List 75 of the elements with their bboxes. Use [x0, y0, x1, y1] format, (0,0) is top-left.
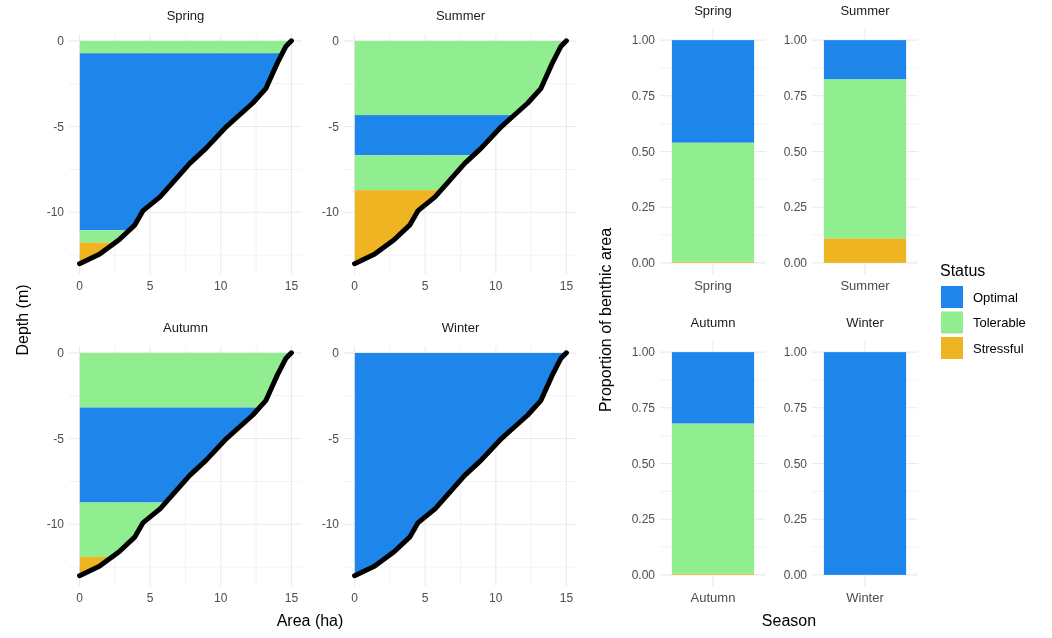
y-axis-title: Proportion of benthic area	[597, 227, 614, 413]
x-tick-label: 5	[421, 279, 429, 293]
y-tick-label: -10	[46, 517, 65, 532]
y-axis-title: Depth (m)	[14, 284, 31, 356]
bar	[823, 238, 907, 263]
y-tick-label: 0.25	[783, 512, 808, 527]
chart-title: Autumn	[690, 315, 736, 330]
y-tick-label: 0.75	[783, 401, 808, 416]
bar	[823, 40, 907, 80]
y-tick-label: 0.00	[631, 256, 656, 271]
legend-label: Tolerable	[973, 315, 1026, 331]
y-tick-label: 0	[332, 34, 340, 49]
y-tick-label: 1.00	[631, 33, 656, 48]
legend-label: Optimal	[973, 289, 1018, 305]
y-tick-label: 1.00	[631, 345, 656, 360]
y-tick-label: 1.00	[783, 345, 808, 360]
chart-title: Winter	[441, 320, 480, 335]
y-tick-label: -10	[321, 205, 340, 220]
y-tick-label: 0.50	[631, 456, 656, 471]
chart-title: Summer	[435, 8, 486, 23]
y-tick-label: -10	[46, 205, 65, 220]
x-tick-label: 10	[489, 591, 503, 605]
x-tick-label: 15	[284, 279, 299, 293]
chart-title: Spring	[694, 3, 732, 18]
x-tick-label: 5	[146, 279, 154, 293]
chart-title: Winter	[846, 315, 885, 330]
y-tick-label: 0.75	[631, 89, 656, 104]
y-tick-label: 0.75	[783, 89, 808, 104]
y-tick-label: 0	[332, 346, 340, 361]
bar	[671, 142, 755, 262]
chart-title: Summer	[840, 3, 891, 18]
x-tick-label: 10	[214, 279, 228, 293]
x-tick-label: 5	[146, 591, 154, 605]
bar	[671, 40, 755, 143]
y-tick-label: 0	[57, 34, 65, 49]
x-tick-label: 0	[76, 279, 84, 293]
x-tick-label: 5	[421, 591, 429, 605]
chart-title: Autumn	[163, 320, 208, 335]
x-tick-label: 15	[559, 279, 574, 293]
x-tick-label: 10	[489, 279, 503, 293]
y-tick-label: 0.25	[631, 512, 656, 527]
chart-title: Spring	[166, 8, 205, 23]
bar	[671, 423, 755, 574]
legend-title: Status	[940, 262, 986, 279]
x-tick-label: 0	[76, 591, 84, 605]
x-tick-label: 0	[351, 591, 359, 605]
x-axis-title: Area (ha)	[276, 612, 344, 629]
y-tick-label: 0.50	[783, 144, 808, 159]
x-tick-label: Summer	[840, 278, 891, 293]
y-tick-label: -5	[328, 119, 340, 134]
x-axis-title: Season	[761, 612, 817, 629]
y-tick-label: 0.00	[783, 256, 808, 271]
x-tick-label: 0	[351, 279, 359, 293]
y-tick-label: -5	[53, 119, 65, 134]
y-tick-label: -5	[328, 431, 340, 446]
y-tick-label: 0.00	[631, 568, 656, 583]
y-tick-label: 0	[57, 346, 65, 361]
bar	[671, 352, 755, 424]
x-tick-label: 15	[559, 591, 574, 605]
y-tick-label: 0.50	[631, 144, 656, 159]
x-tick-label: 10	[214, 591, 228, 605]
x-tick-label: Winter	[846, 590, 885, 605]
y-tick-label: 0.25	[783, 200, 808, 215]
x-tick-label: Spring	[694, 278, 732, 293]
y-tick-label: -10	[321, 517, 340, 532]
y-tick-label: 0.50	[783, 456, 808, 471]
y-tick-label: 0.00	[783, 568, 808, 583]
y-tick-label: -5	[53, 431, 65, 446]
legend-label: Stressful	[973, 340, 1024, 356]
y-tick-label: 0.75	[631, 401, 656, 416]
bar	[823, 79, 907, 239]
y-tick-label: 0.25	[631, 200, 656, 215]
x-tick-label: 15	[284, 591, 299, 605]
x-tick-label: Autumn	[690, 590, 736, 605]
y-tick-label: 1.00	[783, 33, 808, 48]
